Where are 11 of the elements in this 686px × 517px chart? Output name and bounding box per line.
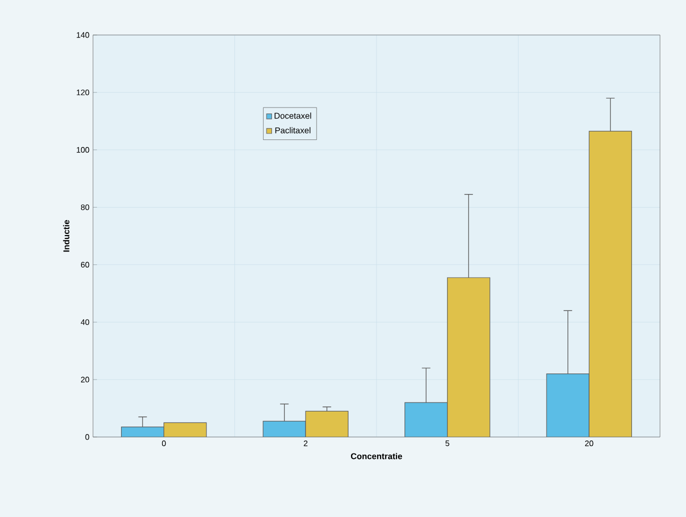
y-axis-title: Inductie [63,220,70,252]
bar [164,422,207,437]
legend-label: Docetaxel [274,112,312,119]
bar [447,277,490,437]
x-axis-title: Concentratie [350,453,402,460]
bar [546,374,590,437]
bar [404,402,448,437]
bar [262,420,306,437]
bar [588,130,632,437]
legend-label: Paclitaxel [275,127,310,134]
bar [305,410,348,437]
